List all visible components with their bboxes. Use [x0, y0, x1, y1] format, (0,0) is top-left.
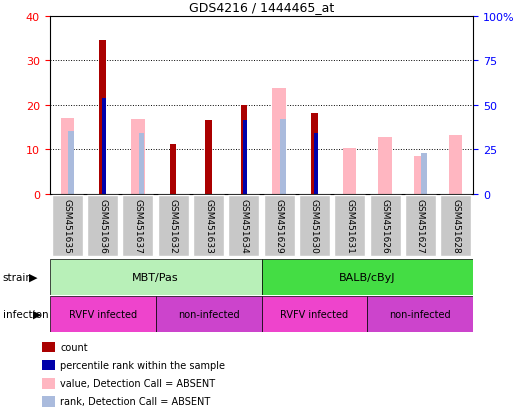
FancyBboxPatch shape [264, 195, 294, 257]
Text: strain: strain [3, 272, 32, 282]
Bar [68, 132, 74, 194]
Text: GSM451636: GSM451636 [98, 199, 107, 254]
FancyBboxPatch shape [87, 195, 118, 257]
Bar [243, 121, 247, 194]
Bar [449, 135, 462, 194]
Text: count: count [60, 342, 88, 352]
Bar [139, 134, 144, 194]
Bar [378, 137, 392, 194]
FancyBboxPatch shape [367, 296, 473, 332]
Bar [170, 145, 176, 194]
FancyBboxPatch shape [299, 195, 330, 257]
Text: GSM451631: GSM451631 [345, 199, 354, 254]
Text: BALB/cByJ: BALB/cByJ [339, 272, 396, 282]
FancyBboxPatch shape [52, 195, 83, 257]
Text: GSM451630: GSM451630 [310, 199, 319, 254]
Text: GSM451633: GSM451633 [204, 199, 213, 254]
Text: GSM451629: GSM451629 [275, 199, 283, 254]
Text: GSM451632: GSM451632 [169, 199, 178, 254]
Text: GSM451627: GSM451627 [416, 199, 425, 254]
Text: GSM451626: GSM451626 [381, 199, 390, 254]
Text: GSM451637: GSM451637 [133, 199, 142, 254]
FancyBboxPatch shape [334, 195, 365, 257]
Text: RVFV infected: RVFV infected [69, 309, 137, 319]
FancyBboxPatch shape [262, 259, 473, 295]
Text: GSM451635: GSM451635 [63, 199, 72, 254]
FancyBboxPatch shape [229, 195, 259, 257]
FancyBboxPatch shape [440, 195, 471, 257]
Text: non-infected: non-infected [178, 309, 240, 319]
Text: non-infected: non-infected [390, 309, 451, 319]
Bar [414, 157, 427, 194]
Text: value, Detection Call = ABSENT: value, Detection Call = ABSENT [60, 378, 215, 388]
Bar [421, 153, 427, 194]
Bar [314, 134, 318, 194]
Text: rank, Detection Call = ABSENT: rank, Detection Call = ABSENT [60, 396, 210, 406]
FancyBboxPatch shape [158, 195, 189, 257]
Bar [131, 119, 145, 194]
FancyBboxPatch shape [156, 296, 262, 332]
Bar [206, 121, 212, 194]
Text: RVFV infected: RVFV infected [280, 309, 348, 319]
Bar [272, 88, 286, 194]
FancyBboxPatch shape [50, 296, 156, 332]
FancyBboxPatch shape [370, 195, 401, 257]
Text: ▶: ▶ [33, 309, 41, 319]
FancyBboxPatch shape [122, 195, 153, 257]
Text: MBT/Pas: MBT/Pas [132, 272, 179, 282]
Bar [311, 113, 317, 194]
Text: GSM451634: GSM451634 [240, 199, 248, 254]
Bar [61, 119, 74, 194]
FancyBboxPatch shape [262, 296, 367, 332]
FancyBboxPatch shape [50, 259, 262, 295]
Bar [343, 149, 357, 194]
Bar [241, 106, 247, 194]
Title: GDS4216 / 1444465_at: GDS4216 / 1444465_at [189, 1, 334, 14]
Bar [280, 119, 286, 194]
Bar [99, 41, 106, 194]
FancyBboxPatch shape [193, 195, 224, 257]
Text: percentile rank within the sample: percentile rank within the sample [60, 360, 225, 370]
FancyBboxPatch shape [405, 195, 436, 257]
Text: GSM451628: GSM451628 [451, 199, 460, 254]
Bar [102, 99, 106, 194]
Text: ▶: ▶ [29, 272, 37, 282]
Text: infection: infection [3, 309, 48, 319]
